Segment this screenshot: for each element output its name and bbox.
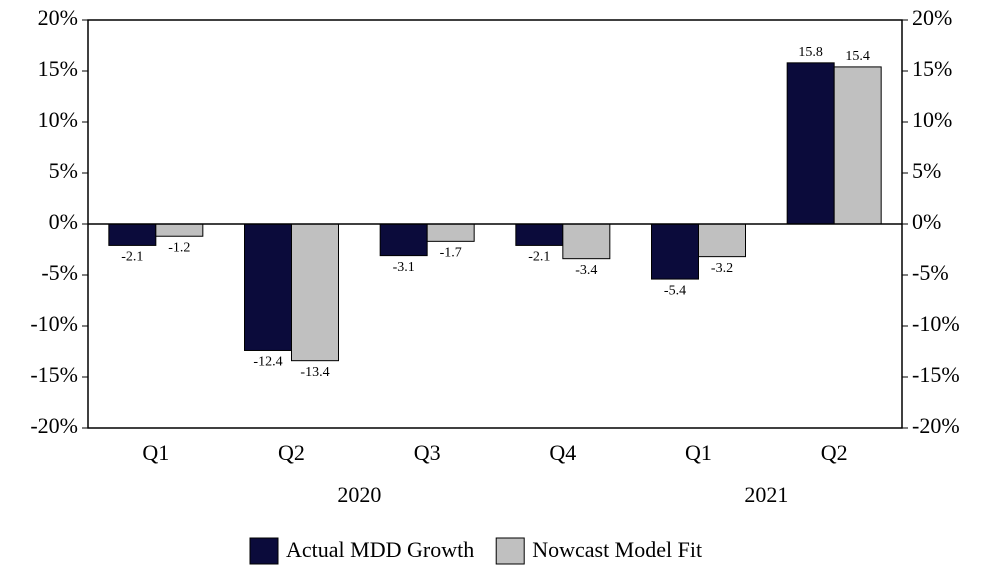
value-label: -1.2 [168,240,190,255]
value-label: -2.1 [528,250,550,265]
bar [698,223,746,258]
y2-tick-label: 0% [912,209,941,234]
value-label: 15.8 [798,45,823,60]
legend-label: Nowcast Model Fit [532,537,702,562]
bar [786,62,835,225]
legend-label: Actual MDD Growth [286,537,474,562]
x-tick-label: Q3 [414,440,441,465]
x-group-label: 2020 [337,482,381,507]
x-tick-label: Q1 [685,440,712,465]
x-tick-label: Q4 [549,440,576,465]
value-label: -3.4 [575,263,597,278]
bar [562,223,611,260]
y-tick-label: 15% [38,56,78,81]
bar [108,223,157,246]
x-group-label: 2021 [744,482,788,507]
value-label: 15.4 [845,49,870,64]
x-tick-label: Q1 [142,440,169,465]
y-tick-label: -15% [30,362,78,387]
y2-tick-label: -5% [912,260,949,285]
bar [155,223,204,237]
y2-tick-label: 15% [912,56,952,81]
bar [379,223,428,257]
y2-tick-label: -10% [912,311,960,336]
bar [833,66,882,225]
value-label: -5.4 [664,283,686,298]
legend-swatch [249,537,279,565]
value-label: -13.4 [300,365,329,380]
bar [651,223,699,280]
x-tick-label: Q2 [278,440,305,465]
y2-tick-label: -20% [912,413,960,438]
bar [291,223,339,362]
value-label: -3.2 [711,261,733,276]
bar [515,223,564,246]
y-tick-label: 0% [49,209,78,234]
y-tick-label: -10% [30,311,78,336]
y-tick-label: 10% [38,107,78,132]
bar [244,223,292,351]
y-tick-label: -20% [30,413,78,438]
bar [426,223,475,242]
y-tick-label: 20% [38,5,78,30]
x-tick-label: Q2 [821,440,848,465]
value-label: -1.7 [440,246,462,261]
y2-tick-label: 5% [912,158,941,183]
y2-tick-label: 20% [912,5,952,30]
value-label: -2.1 [121,250,143,265]
y2-tick-label: 10% [912,107,952,132]
y2-tick-label: -15% [912,362,960,387]
y-tick-label: -5% [41,260,78,285]
y-tick-label: 5% [49,158,78,183]
value-label: -3.1 [393,260,415,275]
legend-swatch [495,537,525,565]
value-label: -12.4 [253,355,282,370]
